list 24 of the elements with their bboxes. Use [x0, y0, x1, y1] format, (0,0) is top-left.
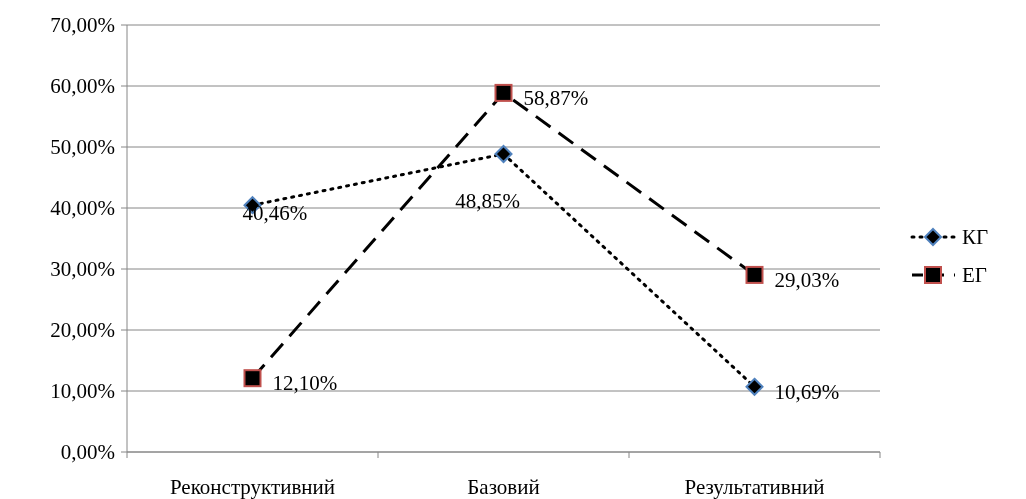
y-tick-label: 10,00% — [50, 379, 115, 403]
x-tick-label: Реконструктивний — [169, 475, 336, 499]
point — [745, 377, 764, 396]
data-label: 12,10% — [272, 371, 338, 396]
data-label: 48,85% — [455, 189, 520, 214]
y-tick-label: 60,00% — [50, 74, 115, 98]
point — [745, 265, 764, 284]
y-tick-label: 0,00% — [60, 440, 115, 464]
x-tick-label: Базовий — [467, 475, 540, 499]
legend-label: КГ — [962, 225, 989, 249]
y-tick-label: 40,00% — [50, 196, 115, 220]
legend-label: ЕГ — [962, 263, 987, 287]
y-tick-label: 50,00% — [50, 135, 115, 159]
data-label: 40,46% — [242, 201, 308, 226]
point — [494, 145, 513, 164]
y-tick-label: 20,00% — [50, 318, 115, 342]
x-tick-label: Результативний — [684, 475, 825, 499]
data-label: 58,87% — [523, 85, 589, 110]
point — [494, 83, 513, 102]
y-tick-label: 70,00% — [50, 13, 115, 37]
point — [243, 369, 262, 388]
data-label: 10,69% — [774, 379, 840, 404]
data-label: 29,03% — [774, 267, 840, 292]
y-tick-label: 30,00% — [50, 257, 115, 281]
